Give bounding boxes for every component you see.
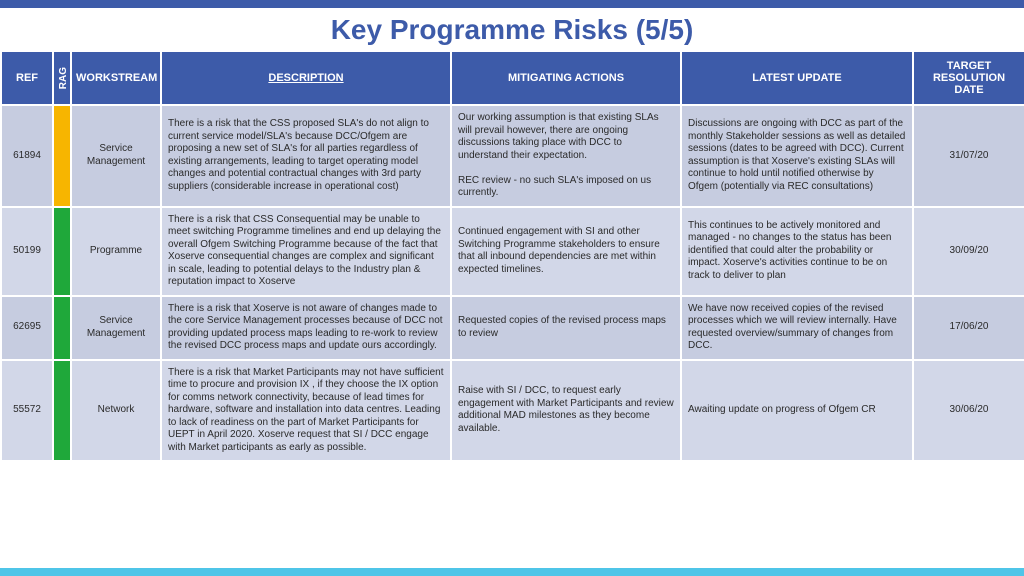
risks-table: REF RAG WORKSTREAM DESCRIPTION MITIGATIN… (0, 50, 1024, 462)
cell-update: We have now received copies of the revis… (681, 296, 913, 360)
cell-update: Discussions are ongoing with DCC as part… (681, 105, 913, 207)
cell-ref: 55572 (1, 360, 53, 462)
table-row: 62695 Service ManagementThere is a risk t… (1, 296, 1024, 360)
cell-rag (53, 207, 71, 296)
cell-workstream: Service Management (71, 296, 161, 360)
cell-rag (53, 105, 71, 207)
top-header-bar (0, 0, 1024, 8)
cell-update: Awaiting update on progress of Ofgem CR (681, 360, 913, 462)
cell-description: There is a risk that Market Participants… (161, 360, 451, 462)
col-mitigating: MITIGATING ACTIONS (451, 51, 681, 105)
col-description: DESCRIPTION (161, 51, 451, 105)
cell-ref: 62695 (1, 296, 53, 360)
cell-workstream: Service Management (71, 105, 161, 207)
table-row: 61894 Service ManagementThere is a risk t… (1, 105, 1024, 207)
table-row: 55572 NetworkThere is a risk that Market … (1, 360, 1024, 462)
col-date: TARGET RESOLUTION DATE (913, 51, 1024, 105)
cell-date: 30/09/20 (913, 207, 1024, 296)
col-workstream: WORKSTREAM (71, 51, 161, 105)
col-ref: REF (1, 51, 53, 105)
cell-workstream: Programme (71, 207, 161, 296)
cell-update: This continues to be actively monitored … (681, 207, 913, 296)
table-row: 50199 ProgrammeThere is a risk that CSS C… (1, 207, 1024, 296)
cell-rag (53, 360, 71, 462)
col-update: LATEST UPDATE (681, 51, 913, 105)
table-header-row: REF RAG WORKSTREAM DESCRIPTION MITIGATIN… (1, 51, 1024, 105)
cell-rag (53, 296, 71, 360)
cell-description: There is a risk that the CSS proposed SL… (161, 105, 451, 207)
cell-workstream: Network (71, 360, 161, 462)
bottom-accent-bar (0, 568, 1024, 576)
cell-description: There is a risk that Xoserve is not awar… (161, 296, 451, 360)
cell-mitigating: Continued engagement with SI and other S… (451, 207, 681, 296)
cell-date: 30/06/20 (913, 360, 1024, 462)
cell-date: 31/07/20 (913, 105, 1024, 207)
col-rag: RAG (53, 51, 71, 105)
cell-mitigating: Raise with SI / DCC, to request early en… (451, 360, 681, 462)
cell-ref: 61894 (1, 105, 53, 207)
cell-ref: 50199 (1, 207, 53, 296)
cell-description: There is a risk that CSS Consequential m… (161, 207, 451, 296)
cell-mitigating: Our working assumption is that existing … (451, 105, 681, 207)
page-title: Key Programme Risks (5/5) (0, 8, 1024, 50)
cell-mitigating: Requested copies of the revised process … (451, 296, 681, 360)
cell-date: 17/06/20 (913, 296, 1024, 360)
